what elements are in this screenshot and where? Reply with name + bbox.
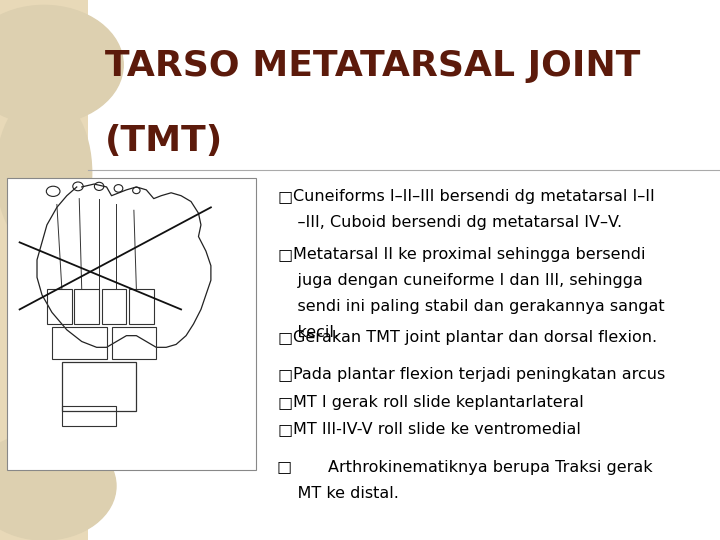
Text: □: □ — [277, 395, 292, 410]
Text: MT III-IV-V roll slide ke ventromedial: MT III-IV-V roll slide ke ventromedial — [293, 422, 581, 437]
Circle shape — [0, 432, 116, 540]
Ellipse shape — [0, 92, 92, 254]
Text: Metatarsal II ke proximal sehingga bersendi: Metatarsal II ke proximal sehingga berse… — [293, 247, 646, 262]
Bar — [62, 362, 136, 411]
Bar — [7, 178, 256, 470]
Text: □: □ — [277, 330, 292, 346]
Text: kecil.: kecil. — [277, 325, 339, 340]
Text: sendi ini paling stabil dan gerakannya sangat: sendi ini paling stabil dan gerakannya s… — [277, 299, 665, 314]
Bar — [112, 327, 156, 359]
Text: □: □ — [277, 422, 292, 437]
Text: (TMT): (TMT) — [105, 124, 223, 158]
Text: Gerakan TMT joint plantar dan dorsal flexion.: Gerakan TMT joint plantar dan dorsal fle… — [293, 330, 657, 346]
Bar — [62, 406, 117, 426]
Bar — [0, 0, 88, 540]
Text: Cuneiforms I–II–III bersendi dg metatarsal I–II: Cuneiforms I–II–III bersendi dg metatars… — [293, 189, 654, 204]
Text: MT ke distal.: MT ke distal. — [277, 486, 399, 501]
Text: TARSO METATARSAL JOINT: TARSO METATARSAL JOINT — [105, 49, 640, 83]
Text: juga dengan cuneiforme I dan III, sehingga: juga dengan cuneiforme I dan III, sehing… — [277, 273, 643, 288]
Text: □: □ — [277, 247, 292, 262]
Text: □: □ — [277, 189, 292, 204]
Bar — [129, 289, 154, 324]
Text: □: □ — [277, 367, 292, 382]
Text: MT I gerak roll slide keplantarlateral: MT I gerak roll slide keplantarlateral — [293, 395, 584, 410]
Bar — [52, 327, 107, 359]
Text: □       Arthrokinematiknya berupa Traksi gerak: □ Arthrokinematiknya berupa Traksi gerak — [277, 460, 653, 475]
Circle shape — [0, 5, 123, 124]
Bar — [74, 289, 99, 324]
Bar — [47, 289, 72, 324]
Text: Pada plantar flexion terjadi peningkatan arcus: Pada plantar flexion terjadi peningkatan… — [293, 367, 665, 382]
Text: –III, Cuboid bersendi dg metatarsal IV–V.: –III, Cuboid bersendi dg metatarsal IV–V… — [277, 215, 622, 230]
Bar — [102, 289, 127, 324]
